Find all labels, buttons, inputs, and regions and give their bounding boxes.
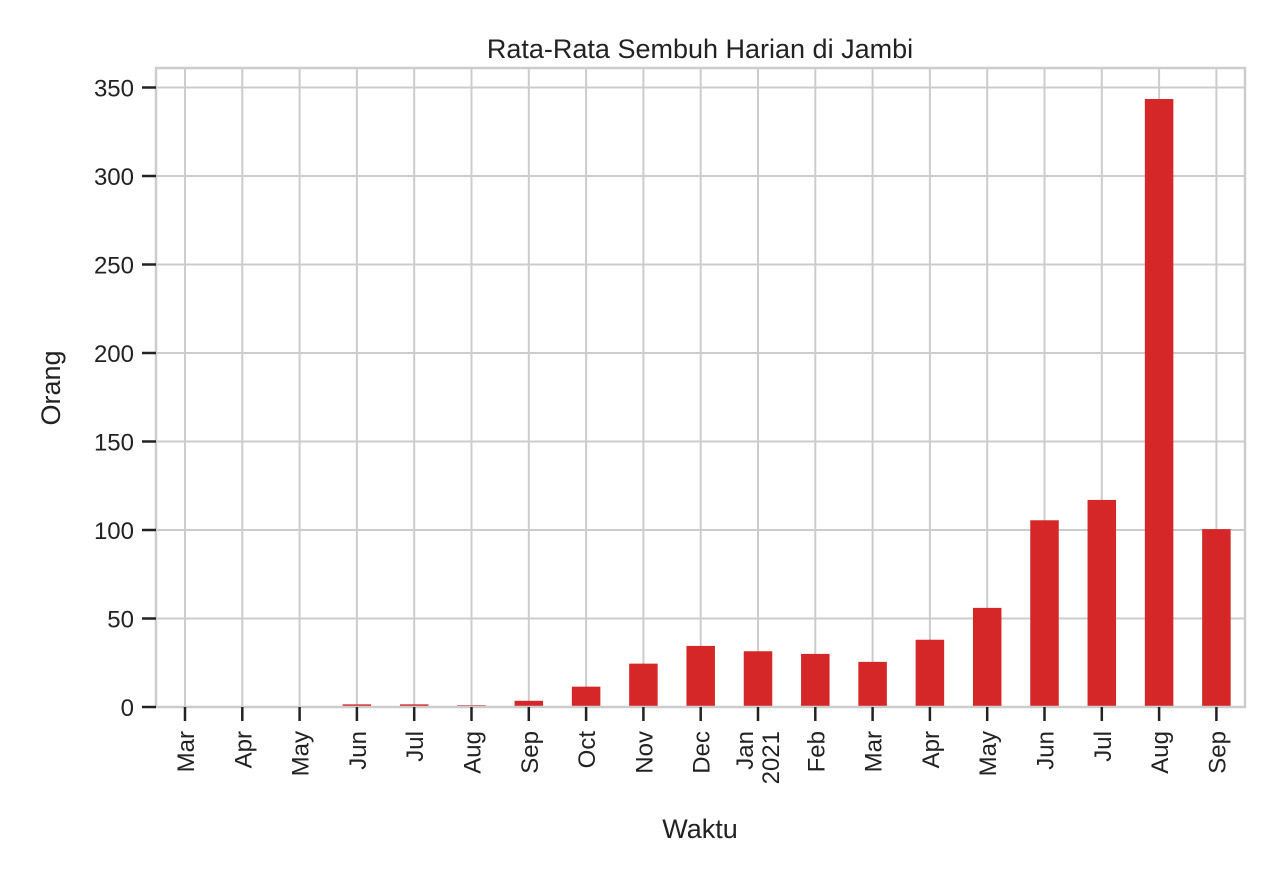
x-tick-label: Mar bbox=[861, 731, 888, 772]
y-tick-label: 200 bbox=[94, 341, 134, 368]
bar bbox=[571, 686, 601, 707]
x-tick-label: Nov bbox=[631, 731, 658, 774]
bar bbox=[1030, 520, 1059, 707]
bar bbox=[342, 704, 372, 707]
x-tick-label: Apr bbox=[918, 731, 945, 768]
x-tick-label: Feb bbox=[803, 731, 830, 772]
bar bbox=[743, 651, 773, 707]
x-tick-label: Jul bbox=[402, 731, 429, 762]
bar bbox=[1144, 99, 1174, 707]
bars bbox=[342, 99, 1231, 707]
x-axis-label: Waktu bbox=[662, 814, 738, 844]
bar bbox=[801, 653, 830, 707]
bar bbox=[1087, 499, 1117, 707]
x-tick-label: Jul bbox=[1090, 731, 1117, 762]
chart-title: Rata-Rata Sembuh Harian di Jambi bbox=[487, 34, 913, 64]
y-axis-label: Orang bbox=[36, 350, 66, 425]
x-tick-sublabel: 2021 bbox=[758, 731, 785, 784]
bar bbox=[1202, 529, 1231, 707]
y-tick-label: 50 bbox=[107, 607, 134, 634]
x-tick-label: Sep bbox=[1204, 731, 1231, 774]
y-tick-label: 250 bbox=[94, 253, 134, 280]
x-tick-label: May bbox=[288, 731, 315, 776]
bar bbox=[972, 607, 1002, 707]
x-tick-label: Sep bbox=[517, 731, 544, 774]
gridlines bbox=[156, 68, 1245, 708]
x-tick-label: Dec bbox=[689, 731, 716, 774]
bar bbox=[915, 639, 945, 707]
x-tick-label: Jan bbox=[732, 731, 759, 770]
x-tick-label: Aug bbox=[460, 731, 487, 774]
y-axis: 0 50 100 150 200 250 300 350 bbox=[94, 76, 156, 722]
y-tick-label: 350 bbox=[94, 76, 134, 103]
x-axis: Mar Apr May Jun Jul Aug Sep Oct Nov Dec Jan 2021 Feb… bbox=[173, 707, 1231, 784]
bar bbox=[686, 645, 715, 707]
x-tick-label: Jun bbox=[1033, 731, 1060, 770]
bar bbox=[629, 663, 658, 707]
y-tick-label: 300 bbox=[94, 164, 134, 191]
y-tick-label: 150 bbox=[94, 430, 134, 457]
x-tick-label: Jun bbox=[345, 731, 372, 770]
bar bbox=[514, 700, 544, 707]
bar bbox=[399, 704, 429, 707]
x-tick-label: May bbox=[975, 731, 1002, 776]
x-tick-label: Oct bbox=[574, 731, 601, 769]
bar bbox=[858, 661, 887, 707]
x-tick-label: Mar bbox=[173, 731, 200, 772]
x-tick-label: Apr bbox=[230, 731, 257, 768]
y-tick-label: 0 bbox=[121, 695, 134, 722]
y-tick-label: 100 bbox=[94, 518, 134, 545]
x-tick-label: Aug bbox=[1147, 731, 1174, 774]
